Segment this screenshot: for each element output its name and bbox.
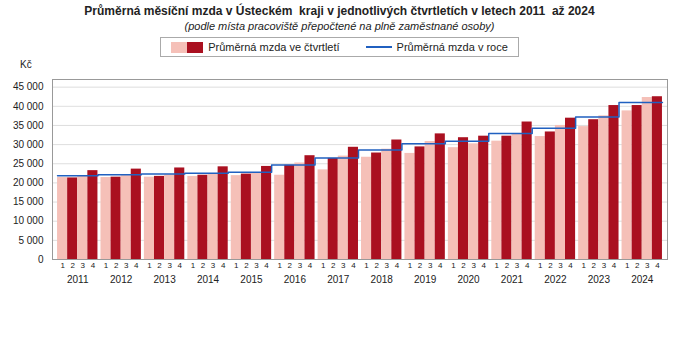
svg-text:2: 2 [244,261,249,270]
svg-text:4: 4 [568,261,573,270]
svg-text:3: 3 [558,261,563,270]
svg-text:2: 2 [157,261,162,270]
svg-text:4: 4 [481,261,486,270]
svg-text:4: 4 [264,261,269,270]
svg-text:4: 4 [525,261,530,270]
svg-text:2011: 2011 [67,274,89,285]
svg-text:4: 4 [438,261,443,270]
svg-text:40 000: 40 000 [13,101,44,112]
svg-text:2012: 2012 [110,274,133,285]
svg-text:4: 4 [308,261,313,270]
svg-text:45 000: 45 000 [13,81,44,92]
svg-text:2: 2 [374,261,379,270]
svg-text:1: 1 [321,261,326,270]
svg-text:1: 1 [191,261,196,270]
svg-text:3: 3 [471,261,476,270]
svg-text:4: 4 [655,261,660,270]
svg-text:2013: 2013 [153,274,176,285]
html-text:Kč: Kč [20,59,32,70]
svg-text:2: 2 [548,261,553,270]
svg-text:2: 2 [635,261,640,270]
svg-text:1: 1 [408,261,413,270]
svg-text:2: 2 [505,261,510,270]
svg-text:3: 3 [341,261,346,270]
svg-text:3: 3 [298,261,303,270]
svg-text:1: 1 [104,261,109,270]
svg-text:30 000: 30 000 [13,139,44,150]
svg-text:3: 3 [515,261,520,270]
svg-text:2: 2 [288,261,293,270]
svg-text:4: 4 [178,261,183,270]
svg-text:2024: 2024 [631,274,654,285]
svg-text:4: 4 [612,261,617,270]
svg-text:3: 3 [645,261,650,270]
svg-text:1: 1 [538,261,543,270]
svg-text:2014: 2014 [197,274,220,285]
svg-text:2: 2 [70,261,75,270]
svg-text:1: 1 [625,261,630,270]
svg-text:4: 4 [351,261,356,270]
svg-text:2: 2 [461,261,466,270]
svg-text:20 000: 20 000 [13,177,44,188]
svg-text:3: 3 [81,261,86,270]
svg-text:1: 1 [364,261,369,270]
svg-text:5 000: 5 000 [18,235,43,246]
html-text:Průměrná měsíční mzda v Ústeck: Průměrná měsíční mzda v Ústeckém kraji v… [84,4,595,18]
svg-text:3: 3 [385,261,390,270]
svg-text:3: 3 [254,261,259,270]
svg-text:1: 1 [277,261,282,270]
svg-text:2021: 2021 [501,274,524,285]
svg-text:1: 1 [495,261,500,270]
svg-text:2: 2 [331,261,336,270]
svg-text:10 000: 10 000 [13,215,44,226]
svg-text:0: 0 [38,254,44,265]
svg-text:1: 1 [60,261,65,270]
svg-text:3: 3 [211,261,216,270]
svg-text:2017: 2017 [327,274,350,285]
svg-text:2015: 2015 [240,274,263,285]
svg-text:25 000: 25 000 [13,158,44,169]
svg-text:2: 2 [592,261,597,270]
svg-text:4: 4 [91,261,96,270]
svg-text:15 000: 15 000 [13,196,44,207]
svg-text:2019: 2019 [414,274,437,285]
svg-text:2: 2 [114,261,119,270]
svg-text:1: 1 [147,261,152,270]
svg-text:2: 2 [201,261,206,270]
html-text:(podle místa pracoviště přepoč: (podle místa pracoviště přepočtené na pl… [184,20,495,32]
svg-text:4: 4 [395,261,400,270]
html-text:Průměrná mzda v roce: Průměrná mzda v roce [396,41,508,53]
svg-text:3: 3 [167,261,172,270]
html-text:Průměrná mzda ve čtvrtletí: Průměrná mzda ve čtvrtletí [208,41,340,53]
svg-text:2016: 2016 [284,274,307,285]
svg-text:2018: 2018 [371,274,394,285]
svg-text:1: 1 [234,261,239,270]
svg-text:2: 2 [418,261,423,270]
svg-text:2020: 2020 [457,274,480,285]
svg-text:3: 3 [428,261,433,270]
svg-text:1: 1 [581,261,586,270]
svg-text:2022: 2022 [544,274,567,285]
svg-text:4: 4 [221,261,226,270]
svg-text:2023: 2023 [588,274,611,285]
svg-text:1: 1 [451,261,456,270]
svg-text:4: 4 [134,261,139,270]
svg-text:35 000: 35 000 [13,120,44,131]
svg-text:3: 3 [124,261,129,270]
svg-text:3: 3 [602,261,607,270]
